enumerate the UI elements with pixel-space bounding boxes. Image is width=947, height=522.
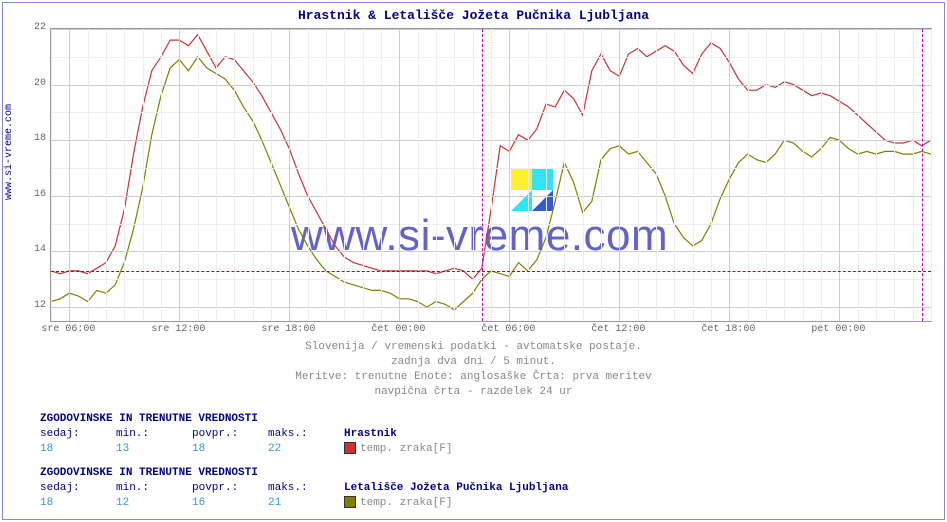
caption-line-2: zadnja dva dni / 5 minut. bbox=[0, 355, 947, 370]
chart-title: Hrastnik & Letališče Jožeta Pučnika Ljub… bbox=[0, 8, 947, 23]
val-sedaj-2: 18 bbox=[40, 496, 116, 511]
stats-block-2: ZGODOVINSKE IN TRENUTNE VREDNOSTI sedaj:… bbox=[40, 466, 568, 511]
y-tick: 16 bbox=[30, 189, 46, 200]
y-axis-label: www.si-vreme.com bbox=[4, 104, 15, 200]
col-sedaj: sedaj: bbox=[40, 427, 116, 442]
col-maks-2: maks.: bbox=[268, 481, 344, 496]
col-maks: maks.: bbox=[268, 427, 344, 442]
y-tick: 12 bbox=[30, 300, 46, 311]
stats-block-1: ZGODOVINSKE IN TRENUTNE VREDNOSTI sedaj:… bbox=[40, 412, 452, 457]
x-tick: čet 12:00 bbox=[591, 324, 645, 335]
y-tick: 22 bbox=[30, 22, 46, 33]
col-povpr: povpr.: bbox=[192, 427, 268, 442]
x-tick: sre 06:00 bbox=[41, 324, 95, 335]
stats-header-2: ZGODOVINSKE IN TRENUTNE VREDNOSTI bbox=[40, 466, 568, 481]
col-povpr-2: povpr.: bbox=[192, 481, 268, 496]
series-swatch-1: temp. zraka[F] bbox=[344, 442, 452, 457]
series-name-2: Letališče Jožeta Pučnika Ljubljana bbox=[344, 481, 568, 496]
val-maks-2: 21 bbox=[268, 496, 344, 511]
x-tick: čet 00:00 bbox=[371, 324, 425, 335]
x-tick: čet 06:00 bbox=[481, 324, 535, 335]
x-tick: sre 18:00 bbox=[261, 324, 315, 335]
val-maks-1: 22 bbox=[268, 442, 344, 457]
y-tick: 18 bbox=[30, 133, 46, 144]
series-name-1: Hrastnik bbox=[344, 427, 397, 442]
x-tick: pet 00:00 bbox=[811, 324, 865, 335]
col-min: min.: bbox=[116, 427, 192, 442]
stats-header: ZGODOVINSKE IN TRENUTNE VREDNOSTI bbox=[40, 412, 452, 427]
val-min-1: 13 bbox=[116, 442, 192, 457]
plot-area: www.si-vreme.com bbox=[50, 28, 932, 322]
val-sedaj-1: 18 bbox=[40, 442, 116, 457]
series-swatch-2: temp. zraka[F] bbox=[344, 496, 452, 511]
val-povpr-2: 16 bbox=[192, 496, 268, 511]
caption-line-1: Slovenija / vremenski podatki - avtomats… bbox=[0, 340, 947, 355]
col-min-2: min.: bbox=[116, 481, 192, 496]
y-tick: 20 bbox=[30, 78, 46, 89]
val-min-2: 12 bbox=[116, 496, 192, 511]
chart-caption: Slovenija / vremenski podatki - avtomats… bbox=[0, 340, 947, 399]
caption-line-4: navpična črta - razdelek 24 ur bbox=[0, 385, 947, 400]
caption-line-3: Meritve: trenutne Enote: anglosaške Črta… bbox=[0, 370, 947, 385]
y-tick: 14 bbox=[30, 244, 46, 255]
col-sedaj-2: sedaj: bbox=[40, 481, 116, 496]
val-povpr-1: 18 bbox=[192, 442, 268, 457]
x-tick: čet 18:00 bbox=[701, 324, 755, 335]
x-tick: sre 12:00 bbox=[151, 324, 205, 335]
